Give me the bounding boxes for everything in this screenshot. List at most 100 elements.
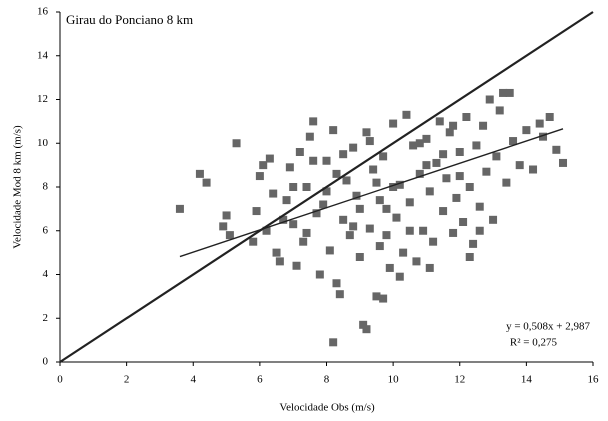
- point: [465, 183, 474, 191]
- x-tick-label: 16: [588, 374, 600, 386]
- y-axis-label: Velocidade Mod 8 km (m/s): [12, 125, 24, 249]
- point: [419, 226, 428, 235]
- point: [342, 176, 351, 185]
- point: [482, 167, 491, 176]
- point: [439, 150, 448, 159]
- y-tick-label: 10: [37, 137, 49, 149]
- y-tick-label: 0: [43, 356, 49, 368]
- point: [349, 143, 358, 152]
- point: [325, 246, 334, 255]
- point: [302, 183, 311, 191]
- point: [535, 119, 544, 128]
- point: [489, 215, 498, 224]
- point: [422, 161, 431, 170]
- y-tick-label: 12: [37, 93, 48, 105]
- point: [359, 320, 368, 329]
- point: [329, 338, 338, 347]
- point: [412, 257, 421, 266]
- annotation: Girau do Ponciano 8 km: [66, 12, 193, 27]
- point: [425, 187, 434, 196]
- fit-line: [59, 11, 594, 363]
- point: [299, 237, 308, 246]
- point: [545, 113, 554, 121]
- point: [329, 126, 338, 135]
- point: [302, 228, 311, 237]
- point: [289, 220, 298, 229]
- point: [379, 294, 388, 303]
- point: [175, 204, 184, 213]
- point: [322, 187, 331, 196]
- point: [539, 132, 548, 141]
- x-tick-label: 12: [454, 374, 465, 386]
- point: [332, 279, 341, 288]
- point: [375, 196, 384, 205]
- point: [249, 237, 258, 246]
- point: [469, 239, 478, 248]
- point: [442, 174, 451, 183]
- point: [219, 222, 228, 231]
- point: [515, 161, 524, 170]
- point: [309, 117, 318, 126]
- fit-line: [179, 128, 564, 258]
- point: [425, 263, 434, 272]
- x-tick-label: 10: [388, 374, 400, 386]
- point: [492, 152, 501, 161]
- point: [225, 231, 234, 240]
- point: [332, 169, 341, 178]
- point: [382, 231, 391, 240]
- x-tick-label: 8: [324, 374, 330, 386]
- point: [295, 148, 304, 156]
- r-squared: R² = 0,275: [510, 337, 558, 349]
- point: [375, 242, 384, 251]
- point: [449, 121, 458, 130]
- x-tick-label: 14: [521, 374, 533, 386]
- point: [479, 121, 488, 130]
- point: [395, 272, 404, 281]
- y-tick-label: 6: [43, 224, 49, 236]
- point: [405, 198, 414, 207]
- point: [499, 88, 508, 97]
- point: [292, 261, 301, 270]
- point: [305, 132, 314, 141]
- point: [455, 172, 464, 181]
- point: [475, 226, 484, 235]
- point: [195, 169, 204, 178]
- point: [485, 95, 494, 104]
- point: [385, 263, 394, 272]
- point: [275, 257, 284, 266]
- point: [372, 178, 381, 187]
- point: [559, 158, 568, 167]
- point: [452, 193, 461, 202]
- point: [439, 207, 448, 216]
- annotation-box: [62, 12, 210, 30]
- point: [339, 150, 348, 159]
- point: [459, 218, 468, 226]
- point: [202, 178, 211, 187]
- point: [282, 196, 291, 205]
- point: [389, 119, 398, 128]
- x-tick-label: 4: [191, 374, 197, 386]
- point: [355, 204, 364, 213]
- point: [405, 226, 414, 235]
- point: [252, 207, 261, 216]
- point: [355, 253, 364, 261]
- point: [289, 183, 298, 191]
- point: [265, 154, 274, 163]
- y-tick-label: 14: [37, 49, 49, 61]
- y-tick-label: 8: [43, 181, 49, 193]
- point: [505, 88, 514, 97]
- point: [465, 253, 474, 261]
- point: [272, 248, 281, 257]
- point: [429, 237, 438, 246]
- point: [372, 292, 381, 301]
- point: [362, 128, 371, 137]
- point: [352, 191, 361, 200]
- point: [312, 209, 321, 218]
- point: [335, 290, 344, 299]
- point: [285, 163, 294, 172]
- point: [232, 139, 241, 148]
- point: [402, 110, 411, 119]
- point: [422, 134, 431, 143]
- point: [415, 139, 424, 148]
